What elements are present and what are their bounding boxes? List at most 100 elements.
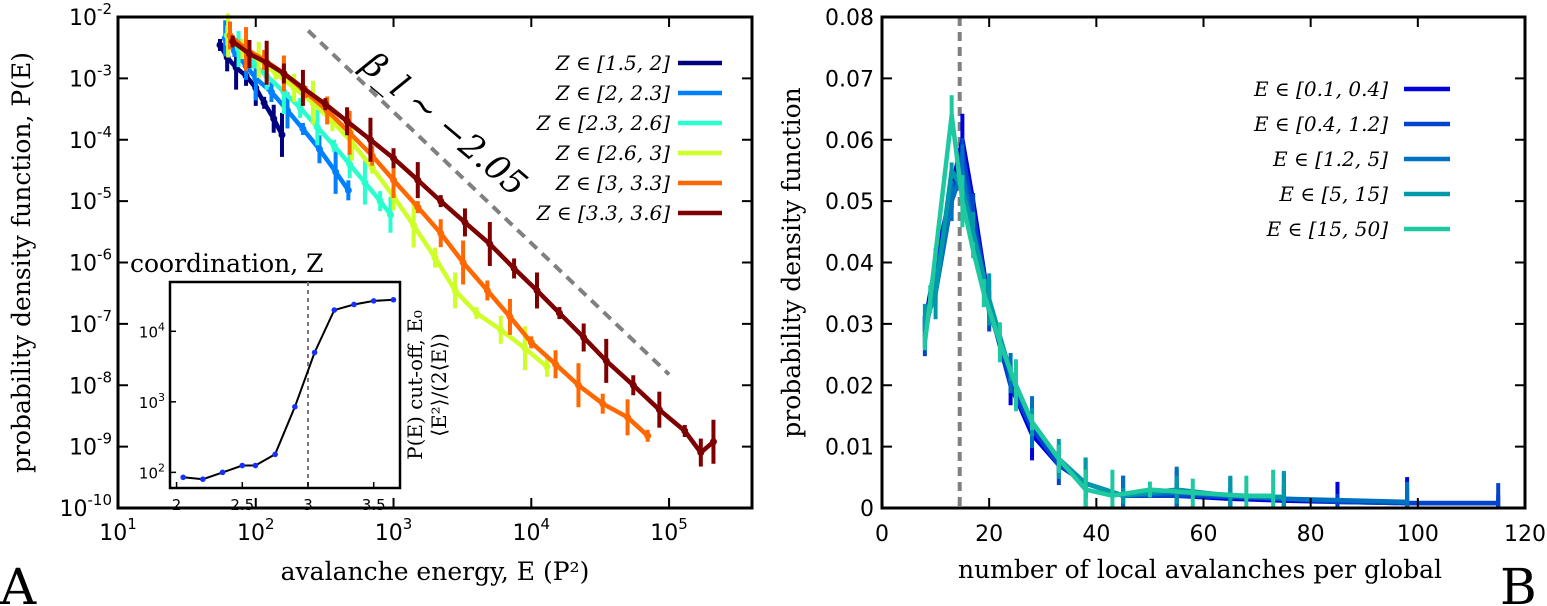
data-point (533, 286, 541, 294)
x-tick-label: 102 (237, 515, 275, 546)
data-point (655, 406, 663, 414)
data-point (644, 432, 652, 440)
data-point (299, 125, 307, 133)
y-tick-label: 0.06 (825, 129, 874, 154)
data-point (461, 218, 469, 226)
inset-point (180, 474, 186, 481)
legend-label: Z ∈ [2.6, 3] (555, 141, 670, 165)
legend-label: Z ∈ [2.3, 2.6] (536, 111, 671, 135)
data-point (555, 309, 563, 317)
data-point (280, 70, 288, 78)
y-tick-label: 0.02 (825, 374, 874, 399)
inset: 2 2.5 3 3.5 102 103 104 coordination, Z P(E) cut… (130, 249, 451, 514)
data-point (431, 254, 439, 262)
data-point (552, 360, 560, 368)
inset-point (351, 301, 357, 308)
y-tick-label: 0.04 (825, 252, 874, 277)
data-point (313, 123, 321, 131)
y-tick-label: 0.01 (825, 436, 874, 461)
data-point (543, 363, 551, 371)
y-tick-label: 10-8 (69, 368, 112, 399)
y-tick-label: 10-7 (69, 307, 112, 338)
data-point (574, 381, 582, 389)
data-point (216, 41, 224, 49)
inset-point (219, 469, 226, 476)
data-point (697, 449, 705, 457)
x-tick-label: 0 (875, 522, 889, 547)
y-tick-label: 10-9 (69, 430, 112, 461)
series-4 (922, 95, 1276, 508)
data-point (459, 259, 467, 266)
y-tick-label: 10-3 (69, 61, 112, 92)
inset-y-tick-label: 103 (139, 391, 165, 412)
legend-label: Z ∈ [3.3, 3.6] (536, 201, 671, 225)
data-point (346, 160, 354, 168)
data-point (386, 211, 394, 219)
legend-label: Z ∈ [3, 3.3] (555, 171, 670, 195)
x-axis-label: avalanche energy, E (P²) (281, 557, 590, 586)
x-axis-label: number of local avalanches per global (958, 555, 1442, 584)
inset-point (311, 349, 318, 356)
inset-ylabel-line1: P(E) cut-off, E₀ (403, 310, 427, 460)
data-point (315, 145, 323, 153)
series-3 (224, 13, 551, 377)
data-point (296, 104, 304, 112)
data-point (437, 229, 445, 237)
data-point (267, 88, 275, 96)
y-axis-label: probability density function, P(E) (7, 52, 36, 473)
panel-letter-b: B (1500, 558, 1537, 606)
inset-point (252, 462, 259, 469)
y-tick-label: 0 (860, 497, 874, 522)
x-tick-label: 100 (1397, 522, 1439, 547)
data-point (278, 131, 286, 139)
inset-frame (168, 280, 402, 490)
inset-x-tick-label: 2 (172, 496, 182, 514)
data-point (343, 117, 351, 125)
series-0 (922, 113, 1501, 508)
data-point (344, 186, 352, 194)
data-point (361, 179, 369, 187)
legend-label: E ∈ [1.2, 5] (1272, 147, 1388, 171)
x-tick-label: 120 (1504, 522, 1546, 547)
legend-label: E ∈ [0.4, 1.2] (1253, 112, 1388, 136)
y-tick-label: 10-10 (60, 491, 113, 522)
series-line (922, 149, 1499, 506)
data-point (709, 438, 717, 446)
panel-letter-a: A (0, 558, 37, 606)
x-tick-label: 40 (1082, 522, 1110, 547)
inset-x-tick-label: 2.5 (230, 496, 254, 514)
legend-label: E ∈ [5, 15] (1278, 182, 1388, 206)
panel-b: 0 20 40 60 80 100 120 0 0.01 0.02 0.03 0.04 0.05 0.06… (777, 6, 1546, 606)
data-point (366, 136, 374, 144)
data-point (510, 264, 518, 272)
data-point (376, 197, 384, 205)
data-point (260, 99, 268, 107)
data-point (602, 357, 610, 365)
inset-title: coordination, Z (130, 249, 324, 278)
x-tick-label: 80 (1297, 522, 1325, 547)
data-point (229, 37, 237, 45)
inset-point (390, 296, 397, 303)
data-point (527, 338, 535, 346)
data-point (270, 115, 278, 123)
x-tick-label: 105 (650, 515, 688, 546)
series-5 (229, 35, 717, 467)
data-point (437, 197, 445, 205)
y-tick-label: 0.05 (825, 190, 874, 215)
y-axis-label: probability density function (777, 87, 806, 438)
legend: Z ∈ [1.5, 2] Z ∈ [2, 2.3] Z ∈ [2.3, 2.6] Z … (536, 51, 722, 225)
inset-point (292, 404, 298, 410)
data-point (390, 176, 398, 184)
data-point (263, 59, 271, 67)
data-point (629, 381, 637, 389)
y-tick-label: 0.07 (825, 67, 874, 92)
x-tick-label: 60 (1190, 522, 1218, 547)
inset-point (239, 462, 246, 469)
x-tick-label: 104 (513, 515, 551, 546)
inset-point (272, 451, 278, 458)
y-tick-label: 10-6 (69, 246, 112, 277)
data-point (245, 50, 253, 58)
inset-point (370, 298, 377, 304)
